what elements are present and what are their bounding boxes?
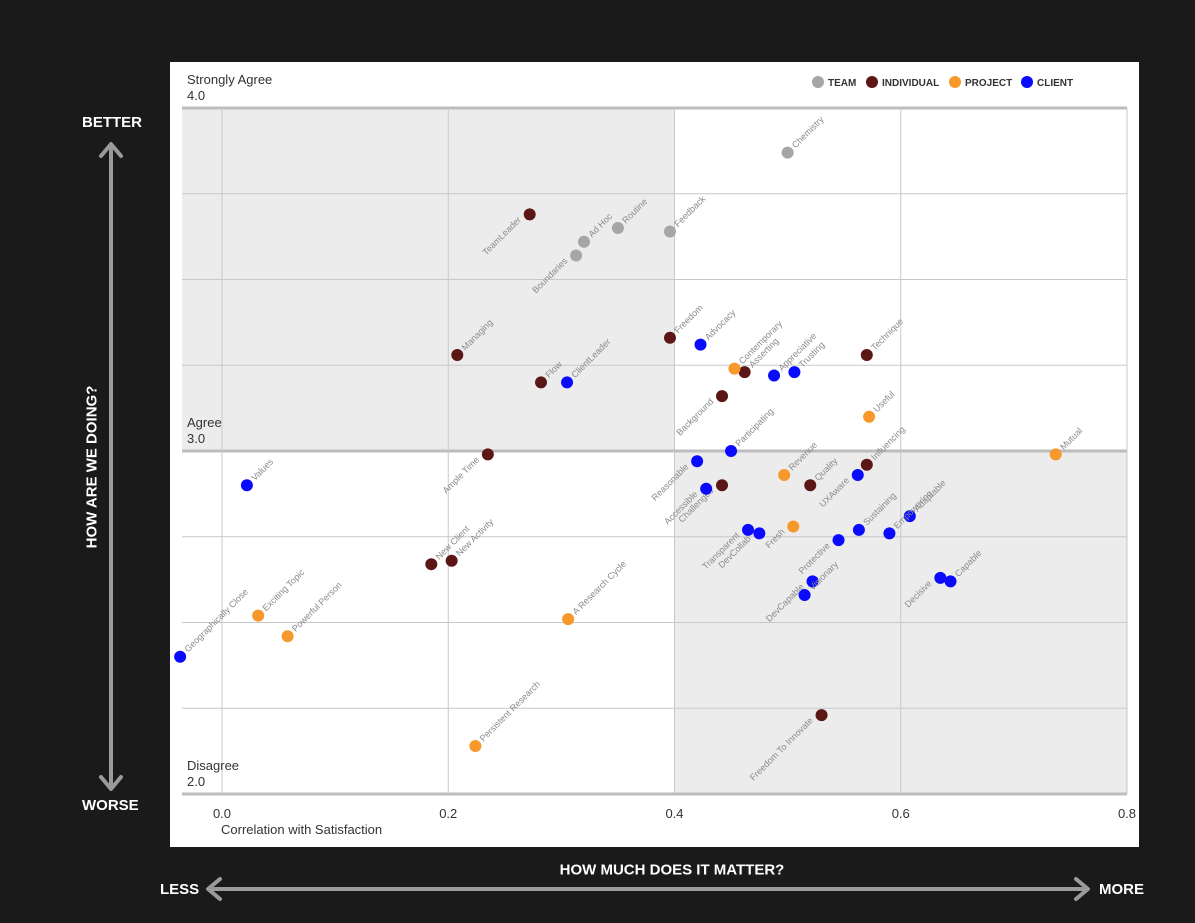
legend-label: TEAM xyxy=(828,78,856,89)
x-axis-title: HOW MUCH DOES IT MATTER? xyxy=(559,861,785,879)
y-annotation-value: 3.0 xyxy=(187,431,205,446)
data-point[interactable] xyxy=(716,390,729,403)
scatter-plot: 0.0 0.2 0.4 0.6 0.8 Correlation with Satisfac… xyxy=(174,72,1136,837)
data-point[interactable] xyxy=(694,338,707,351)
legend-label: CLIENT xyxy=(1037,78,1073,89)
data-point[interactable] xyxy=(860,348,873,361)
data-point[interactable] xyxy=(469,739,482,752)
data-point[interactable] xyxy=(934,571,947,584)
chart-panel: 0.0 0.2 0.4 0.6 0.8 Correlation with Satisfac… xyxy=(170,62,1139,847)
data-point[interactable] xyxy=(561,376,574,389)
less-label: LESS xyxy=(160,881,200,898)
data-point[interactable] xyxy=(716,479,729,492)
legend-label: INDIVIDUAL xyxy=(882,78,939,89)
data-point[interactable] xyxy=(815,709,828,722)
data-point[interactable] xyxy=(883,527,896,540)
data-point[interactable] xyxy=(738,366,751,379)
data-point[interactable] xyxy=(728,362,741,375)
data-point[interactable] xyxy=(562,613,575,626)
data-point[interactable] xyxy=(768,369,781,382)
legend-marker xyxy=(1021,76,1033,88)
x-tick-label: 0.4 xyxy=(665,806,683,821)
data-point[interactable] xyxy=(1049,448,1062,461)
legend-marker xyxy=(949,76,961,88)
x-tick-label: 0.6 xyxy=(892,806,910,821)
legend-marker xyxy=(866,76,878,88)
data-point[interactable] xyxy=(663,331,676,344)
data-point[interactable] xyxy=(663,225,676,238)
x-axis-label: Correlation with Satisfaction xyxy=(221,822,382,837)
data-point[interactable] xyxy=(578,235,590,248)
legend-marker xyxy=(812,76,824,88)
more-label: MORE xyxy=(1099,881,1144,898)
data-point[interactable] xyxy=(425,558,438,571)
data-point[interactable] xyxy=(700,482,713,495)
data-point[interactable] xyxy=(611,222,624,235)
data-point[interactable] xyxy=(742,523,755,536)
data-point[interactable] xyxy=(445,554,458,567)
data-point[interactable] xyxy=(240,479,253,492)
data-point[interactable] xyxy=(851,469,864,482)
data-point[interactable] xyxy=(944,575,957,588)
legend-label: PROJECT xyxy=(965,78,1012,89)
y-annotation-label: Strongly Agree xyxy=(187,72,272,87)
data-point[interactable] xyxy=(252,609,265,622)
data-point[interactable] xyxy=(570,249,583,262)
x-tick-label: 0.8 xyxy=(1118,806,1136,821)
data-point[interactable] xyxy=(753,527,766,540)
y-annotation-label: Agree xyxy=(187,415,222,430)
data-point[interactable] xyxy=(778,469,791,482)
data-point[interactable] xyxy=(852,523,865,536)
data-point[interactable] xyxy=(787,520,800,533)
x-tick-label: 0.2 xyxy=(439,806,457,821)
data-point[interactable] xyxy=(481,448,494,461)
data-point[interactable] xyxy=(535,376,548,389)
down-arrow-icon xyxy=(99,775,123,791)
data-point[interactable] xyxy=(781,146,794,159)
better-label: BETTER xyxy=(82,114,142,131)
data-point[interactable] xyxy=(281,630,294,643)
y-axis-title: HOW ARE WE DOING? xyxy=(83,385,101,549)
y-annotation-value: 4.0 xyxy=(187,88,205,103)
data-point[interactable] xyxy=(523,208,536,221)
left-arrow-icon xyxy=(206,877,222,901)
data-point[interactable] xyxy=(832,534,845,547)
data-point[interactable] xyxy=(174,650,187,663)
data-point[interactable] xyxy=(798,589,811,602)
worse-label: WORSE xyxy=(82,797,139,814)
data-point[interactable] xyxy=(804,479,817,492)
up-arrow-icon xyxy=(99,142,123,158)
right-arrow-icon xyxy=(1074,877,1090,901)
data-point[interactable] xyxy=(863,410,876,423)
data-point[interactable] xyxy=(725,445,738,457)
y-annotation-value: 2.0 xyxy=(187,774,205,789)
data-point[interactable] xyxy=(691,455,704,468)
x-tick-label: 0.0 xyxy=(213,806,231,821)
data-point[interactable] xyxy=(451,348,464,361)
data-point[interactable] xyxy=(788,366,801,379)
data-point[interactable] xyxy=(903,510,916,523)
y-annotation-label: Disagree xyxy=(187,758,239,773)
data-point[interactable] xyxy=(860,458,873,471)
data-point[interactable] xyxy=(806,575,819,588)
